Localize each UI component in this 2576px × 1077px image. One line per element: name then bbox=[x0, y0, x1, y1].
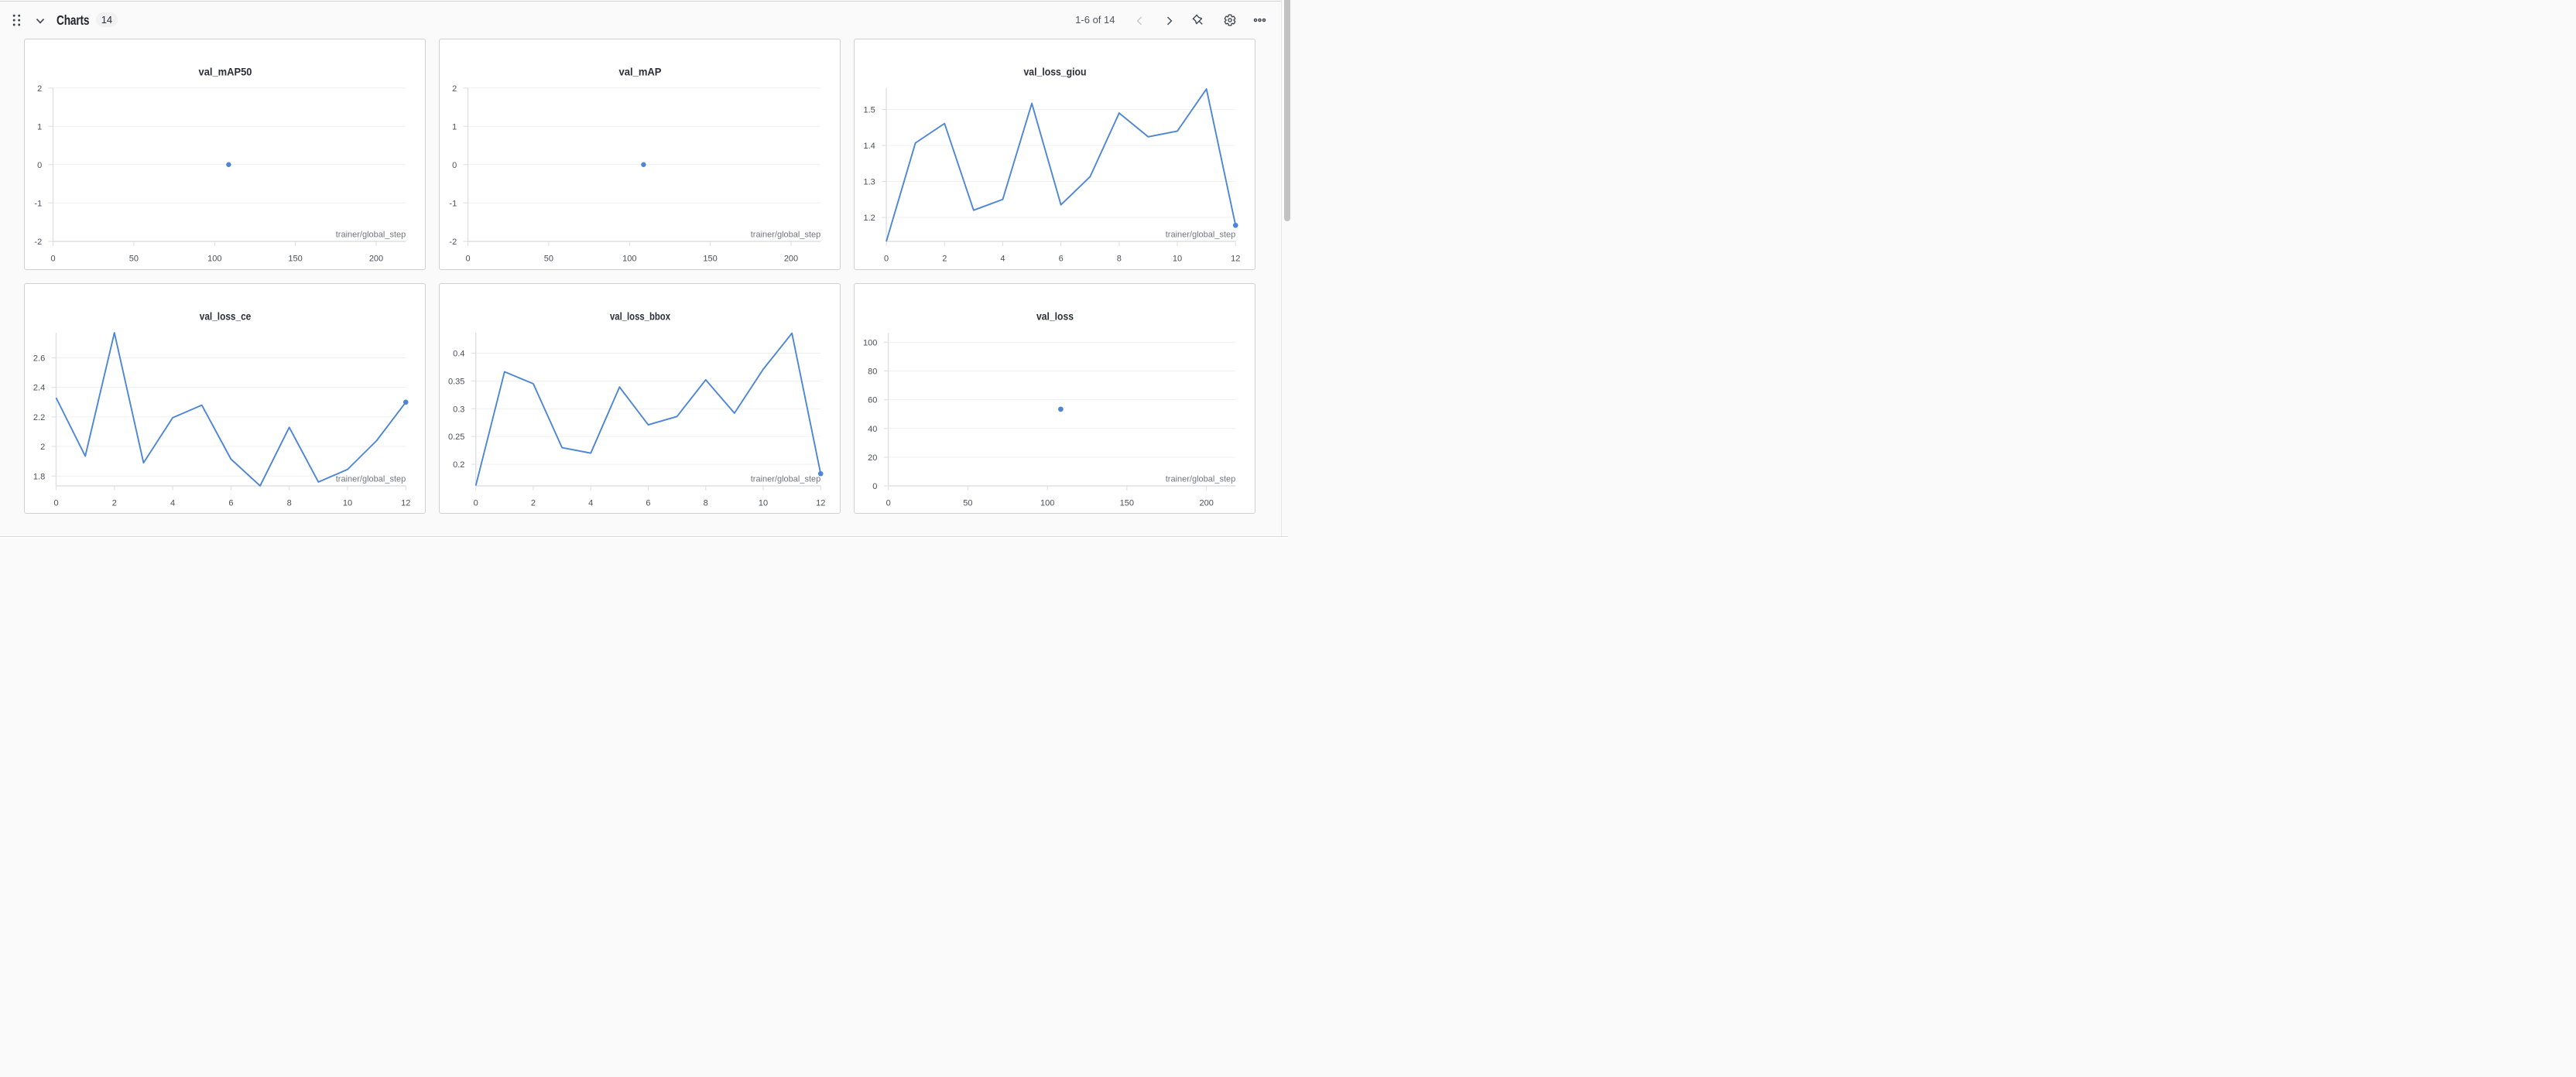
svg-text:100: 100 bbox=[207, 255, 221, 264]
svg-text:200: 200 bbox=[1199, 498, 1213, 508]
svg-text:0: 0 bbox=[886, 498, 890, 508]
svg-text:val_mAP: val_mAP bbox=[618, 66, 661, 78]
svg-text:8: 8 bbox=[703, 498, 707, 508]
svg-text:0: 0 bbox=[465, 255, 470, 264]
svg-text:trainer/global_step: trainer/global_step bbox=[750, 474, 820, 484]
svg-text:100: 100 bbox=[622, 255, 636, 264]
svg-text:8: 8 bbox=[286, 498, 291, 508]
svg-text:6: 6 bbox=[646, 498, 650, 508]
svg-text:0: 0 bbox=[473, 498, 478, 508]
svg-text:1.4: 1.4 bbox=[863, 142, 875, 151]
svg-text:6: 6 bbox=[1058, 255, 1063, 264]
svg-text:0: 0 bbox=[53, 498, 58, 508]
svg-text:2.2: 2.2 bbox=[33, 413, 44, 422]
svg-text:-1: -1 bbox=[34, 200, 42, 209]
svg-text:10: 10 bbox=[342, 498, 351, 508]
svg-text:1: 1 bbox=[452, 123, 457, 132]
svg-text:4: 4 bbox=[1000, 255, 1005, 264]
svg-text:40: 40 bbox=[868, 425, 877, 434]
svg-text:val_loss_giou: val_loss_giou bbox=[1023, 66, 1086, 78]
svg-text:trainer/global_step: trainer/global_step bbox=[1165, 231, 1235, 240]
svg-text:val_loss_bbox: val_loss_bbox bbox=[610, 309, 670, 322]
svg-text:2: 2 bbox=[111, 498, 116, 508]
svg-text:10: 10 bbox=[1173, 255, 1182, 264]
svg-text:1.5: 1.5 bbox=[863, 106, 875, 115]
svg-text:150: 150 bbox=[288, 255, 302, 264]
svg-text:0: 0 bbox=[37, 161, 42, 170]
svg-text:2: 2 bbox=[40, 443, 45, 452]
svg-text:2: 2 bbox=[530, 498, 535, 508]
svg-text:trainer/global_step: trainer/global_step bbox=[1165, 474, 1235, 484]
svg-text:val_loss_ce: val_loss_ce bbox=[199, 309, 251, 322]
svg-text:0: 0 bbox=[872, 482, 877, 491]
svg-text:100: 100 bbox=[863, 338, 877, 347]
svg-text:2: 2 bbox=[942, 255, 947, 264]
svg-text:60: 60 bbox=[868, 395, 877, 405]
svg-text:0.4: 0.4 bbox=[453, 349, 464, 358]
svg-text:150: 150 bbox=[703, 255, 717, 264]
svg-text:trainer/global_step: trainer/global_step bbox=[750, 231, 820, 240]
svg-text:2.4: 2.4 bbox=[33, 383, 44, 392]
svg-text:2: 2 bbox=[37, 84, 42, 94]
svg-text:-2: -2 bbox=[34, 238, 42, 247]
svg-text:12: 12 bbox=[1231, 255, 1240, 264]
svg-text:8: 8 bbox=[1117, 255, 1122, 264]
svg-text:1.2: 1.2 bbox=[863, 214, 875, 223]
svg-text:50: 50 bbox=[963, 498, 972, 508]
svg-text:200: 200 bbox=[783, 255, 797, 264]
svg-text:12: 12 bbox=[816, 498, 825, 508]
svg-text:80: 80 bbox=[868, 367, 877, 376]
svg-text:2: 2 bbox=[452, 84, 457, 94]
svg-text:1: 1 bbox=[37, 123, 42, 132]
svg-text:trainer/global_step: trainer/global_step bbox=[335, 231, 406, 240]
svg-text:0: 0 bbox=[452, 161, 457, 170]
svg-text:trainer/global_step: trainer/global_step bbox=[335, 474, 406, 484]
svg-text:0.3: 0.3 bbox=[453, 405, 464, 414]
svg-text:1.8: 1.8 bbox=[33, 472, 44, 481]
svg-text:-2: -2 bbox=[449, 238, 457, 247]
svg-text:0.25: 0.25 bbox=[447, 433, 464, 442]
svg-text:val_mAP50: val_mAP50 bbox=[198, 66, 252, 78]
svg-text:200: 200 bbox=[368, 255, 382, 264]
svg-text:50: 50 bbox=[543, 255, 553, 264]
svg-text:6: 6 bbox=[228, 498, 233, 508]
svg-text:1.3: 1.3 bbox=[863, 178, 875, 187]
svg-text:0: 0 bbox=[884, 255, 889, 264]
svg-text:val_loss: val_loss bbox=[1036, 309, 1074, 322]
svg-text:0.35: 0.35 bbox=[447, 377, 464, 386]
svg-text:50: 50 bbox=[128, 255, 138, 264]
svg-text:4: 4 bbox=[588, 498, 593, 508]
svg-text:150: 150 bbox=[1119, 498, 1133, 508]
svg-text:10: 10 bbox=[758, 498, 767, 508]
svg-text:2.6: 2.6 bbox=[33, 354, 44, 363]
svg-text:12: 12 bbox=[401, 498, 410, 508]
svg-text:100: 100 bbox=[1040, 498, 1054, 508]
svg-text:0.2: 0.2 bbox=[453, 460, 464, 470]
svg-text:-1: -1 bbox=[449, 200, 457, 209]
svg-text:20: 20 bbox=[868, 453, 877, 463]
svg-text:0: 0 bbox=[50, 255, 55, 264]
svg-text:4: 4 bbox=[170, 498, 175, 508]
